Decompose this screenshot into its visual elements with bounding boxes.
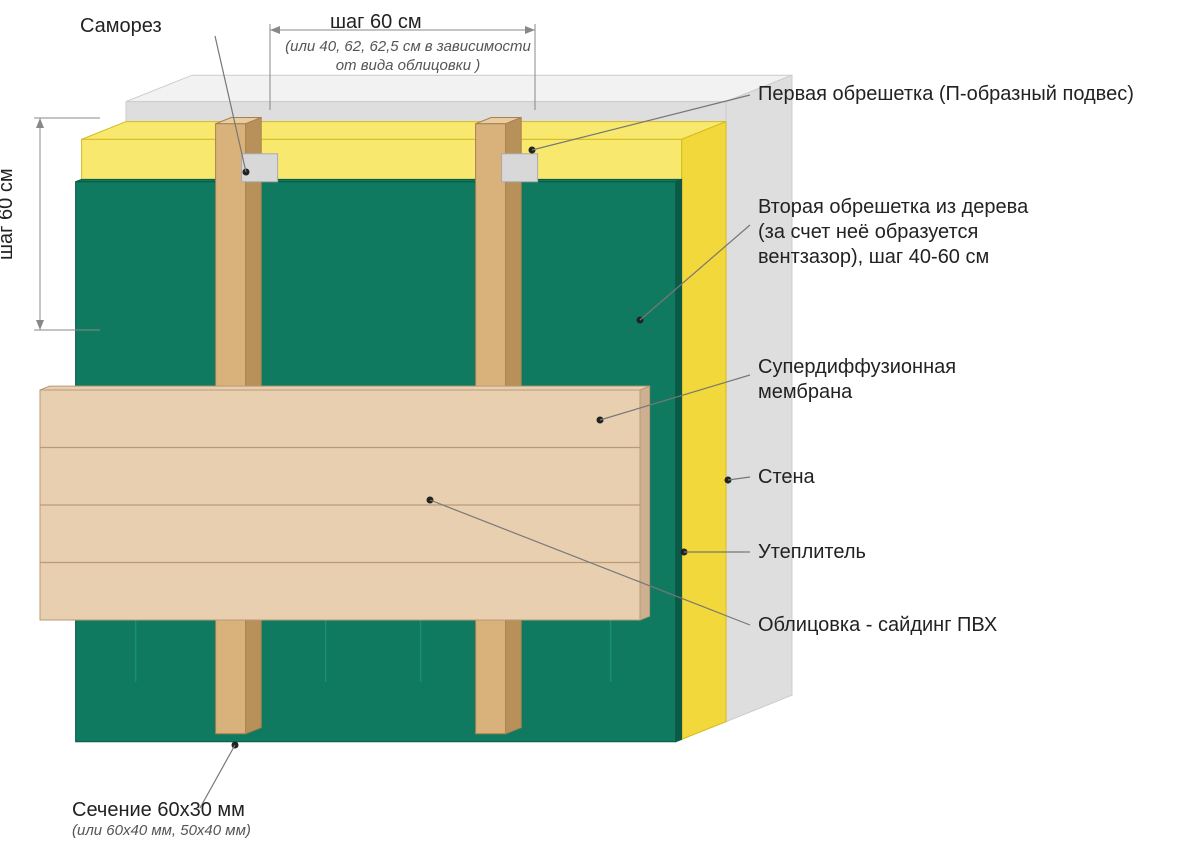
label-first-lath: Первая обрешетка (П-образный подвес) — [758, 82, 1134, 107]
label-membrane: Супердиффузионная мембрана — [758, 355, 956, 405]
diagram-svg — [0, 0, 1200, 852]
label-step-top: шаг 60 см — [330, 10, 422, 35]
label-section: Сечение 60x30 мм — [72, 798, 245, 823]
label-siding: Облицовка - сайдинг ПВХ — [758, 613, 997, 638]
label-second-lath: Вторая обрешетка из дерева (за счет неё … — [758, 195, 1028, 270]
label-step-top-sub: (или 40, 62, 62,5 см в зависимости от ви… — [278, 38, 538, 76]
label-screw: Саморез — [80, 14, 162, 39]
label-insulation: Утеплитель — [758, 540, 866, 565]
diagram-stage: Саморез шаг 60 см (или 40, 62, 62,5 см в… — [0, 0, 1200, 852]
label-section-sub: (или 60x40 мм, 50x40 мм) — [72, 822, 251, 841]
label-step-left: шаг 60 см — [0, 168, 19, 260]
label-wall: Стена — [758, 465, 815, 490]
